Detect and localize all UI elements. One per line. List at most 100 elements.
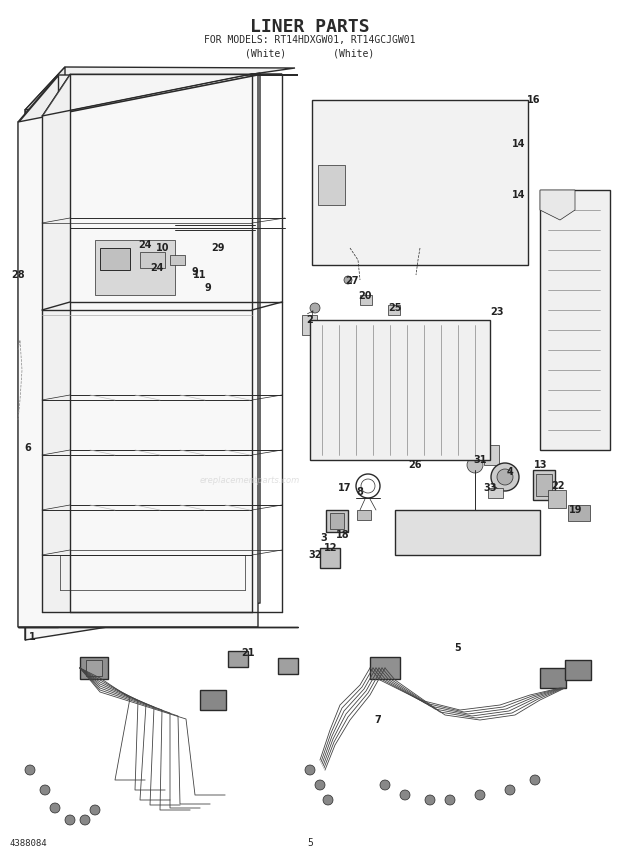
Text: 24: 24 xyxy=(150,263,164,273)
Bar xyxy=(322,175,340,197)
Circle shape xyxy=(310,303,320,313)
Text: 3: 3 xyxy=(321,533,327,543)
Bar xyxy=(360,295,372,305)
Text: 32: 32 xyxy=(308,550,322,560)
Bar xyxy=(278,658,298,674)
Text: 22: 22 xyxy=(551,481,565,491)
Bar xyxy=(330,513,344,529)
Polygon shape xyxy=(540,190,610,450)
Polygon shape xyxy=(25,67,65,110)
Text: 20: 20 xyxy=(358,291,372,301)
Circle shape xyxy=(80,815,90,825)
Bar xyxy=(320,548,340,568)
Text: 24: 24 xyxy=(138,240,152,250)
Circle shape xyxy=(90,805,100,815)
Text: 28: 28 xyxy=(11,270,25,280)
Circle shape xyxy=(485,195,495,205)
Polygon shape xyxy=(395,510,540,555)
Polygon shape xyxy=(18,75,58,627)
Text: 12: 12 xyxy=(324,543,338,553)
Text: LINER PARTS: LINER PARTS xyxy=(250,18,370,36)
Circle shape xyxy=(445,795,455,805)
Circle shape xyxy=(505,785,515,795)
Text: 5: 5 xyxy=(454,643,461,653)
Circle shape xyxy=(425,795,435,805)
Circle shape xyxy=(201,271,209,279)
Bar xyxy=(91,244,99,249)
Text: 9: 9 xyxy=(205,283,211,293)
Text: 9: 9 xyxy=(192,267,198,277)
Text: 4388084: 4388084 xyxy=(10,839,48,848)
Polygon shape xyxy=(170,255,185,265)
Bar xyxy=(445,515,465,550)
Polygon shape xyxy=(318,165,345,205)
Text: 16: 16 xyxy=(527,95,541,105)
Bar xyxy=(171,244,179,249)
Polygon shape xyxy=(140,252,165,268)
Circle shape xyxy=(415,243,425,253)
Bar xyxy=(86,660,102,676)
Bar xyxy=(370,657,400,679)
Polygon shape xyxy=(25,73,260,640)
Text: 19: 19 xyxy=(569,505,583,515)
Text: FOR MODELS: RT14HDXGW01, RT14GCJGW01: FOR MODELS: RT14HDXGW01, RT14GCJGW01 xyxy=(204,35,416,45)
Text: 11: 11 xyxy=(193,270,206,280)
Bar xyxy=(568,505,590,521)
Circle shape xyxy=(467,457,483,473)
Text: 2: 2 xyxy=(307,315,313,325)
Circle shape xyxy=(105,249,125,269)
Bar xyxy=(565,660,591,680)
Text: 7: 7 xyxy=(374,715,381,725)
Text: 33: 33 xyxy=(483,483,497,493)
Text: 6: 6 xyxy=(25,443,32,453)
Text: 26: 26 xyxy=(408,460,422,470)
Text: 31: 31 xyxy=(473,455,487,465)
Circle shape xyxy=(344,276,352,284)
Circle shape xyxy=(475,790,485,800)
Polygon shape xyxy=(310,320,490,460)
Text: (White)        (White): (White) (White) xyxy=(246,48,374,58)
Bar xyxy=(488,488,503,498)
Text: ereplacementparts.com: ereplacementparts.com xyxy=(200,475,300,484)
Circle shape xyxy=(347,124,423,200)
Circle shape xyxy=(25,765,35,775)
Polygon shape xyxy=(42,74,70,612)
Circle shape xyxy=(315,780,325,790)
Bar xyxy=(357,510,371,520)
Text: 21: 21 xyxy=(241,648,255,658)
Text: 23: 23 xyxy=(490,307,503,317)
Text: 13: 13 xyxy=(534,460,547,470)
Text: 14: 14 xyxy=(512,139,526,149)
Text: 29: 29 xyxy=(211,243,224,253)
Text: 8: 8 xyxy=(356,487,363,497)
Bar xyxy=(533,470,555,500)
Circle shape xyxy=(345,243,355,253)
Text: 17: 17 xyxy=(339,483,352,493)
Polygon shape xyxy=(18,75,258,627)
Circle shape xyxy=(40,785,50,795)
Polygon shape xyxy=(312,100,528,265)
Text: 18: 18 xyxy=(336,530,350,540)
Polygon shape xyxy=(95,240,175,295)
Bar xyxy=(480,515,500,550)
Circle shape xyxy=(323,795,333,805)
Text: 4: 4 xyxy=(507,467,513,477)
Bar xyxy=(540,668,566,688)
Text: 27: 27 xyxy=(345,276,359,286)
Text: 14: 14 xyxy=(512,190,526,200)
Circle shape xyxy=(380,780,390,790)
Polygon shape xyxy=(42,74,282,116)
Text: 5: 5 xyxy=(307,838,313,848)
Polygon shape xyxy=(18,75,298,122)
Circle shape xyxy=(400,790,410,800)
Text: 25: 25 xyxy=(388,303,402,313)
Bar xyxy=(484,445,499,465)
Text: 10: 10 xyxy=(156,243,170,253)
Circle shape xyxy=(491,463,519,491)
Circle shape xyxy=(65,815,75,825)
Bar xyxy=(410,515,430,550)
Bar xyxy=(18,265,48,287)
Polygon shape xyxy=(100,248,130,270)
Polygon shape xyxy=(25,67,295,110)
Circle shape xyxy=(50,803,60,813)
